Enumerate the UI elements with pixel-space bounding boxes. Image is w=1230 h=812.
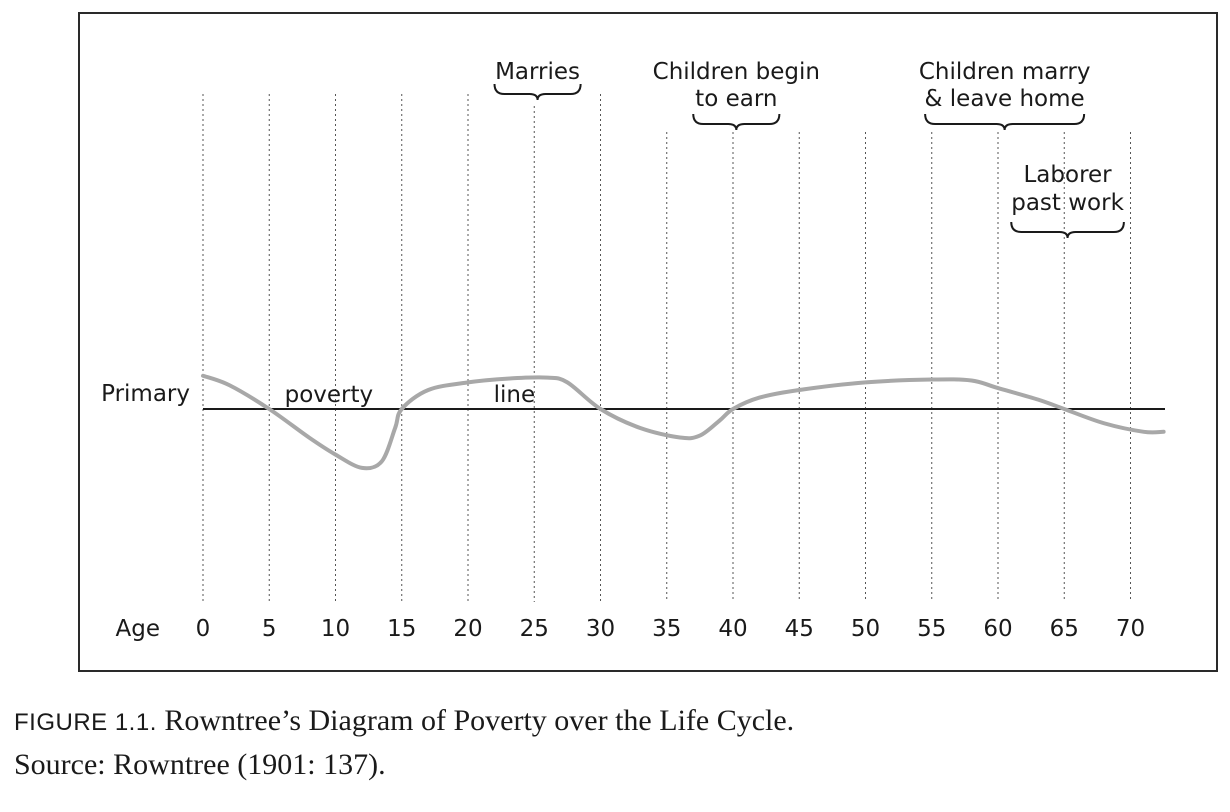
x-tick-label: 50 xyxy=(851,616,880,642)
x-tick-label: 0 xyxy=(196,616,211,642)
x-tick-label: 25 xyxy=(520,616,549,642)
figure-title: Rowntree’s Diagram of Poverty over the L… xyxy=(164,704,795,737)
figure-caption: FIGURE 1.1. Rowntree’s Diagram of Povert… xyxy=(14,700,1214,786)
annotation-text-1: to earn xyxy=(695,86,777,112)
life-cycle-income-curve xyxy=(201,373,1166,471)
x-tick-label: 5 xyxy=(262,616,277,642)
x-tick-label: 60 xyxy=(983,616,1012,642)
annotation-brace-2 xyxy=(924,113,1086,131)
figure-source: Source: Rowntree (1901: 137). xyxy=(14,748,386,781)
annotation-brace-1 xyxy=(692,113,781,131)
threshold-label-line: line xyxy=(494,382,536,408)
threshold-label-primary: Primary xyxy=(101,381,190,407)
annotation-brace-3 xyxy=(1010,221,1125,239)
chart-frame: 0 5 10 15 20 25 30 35 40 45 50 55 60 65 70 Age Primary po… xyxy=(78,12,1218,672)
x-tick-label: 30 xyxy=(586,616,615,642)
x-tick-label: 65 xyxy=(1050,616,1079,642)
annotation-text-1: Children begin xyxy=(653,59,820,85)
life-cycle-poverty-chart: 0 5 10 15 20 25 30 35 40 45 50 55 60 65 70 Age Primary po… xyxy=(101,59,1166,642)
x-tick-label: 45 xyxy=(785,616,814,642)
figure-label: FIGURE 1.1. xyxy=(14,709,157,736)
annotation-text-0: Marries xyxy=(495,59,580,85)
x-axis-label: Age xyxy=(116,616,160,642)
x-tick-label: 10 xyxy=(321,616,350,642)
annotation-brace-0 xyxy=(493,83,582,101)
x-tick-label: 35 xyxy=(652,616,681,642)
annotation-text-2: & leave home xyxy=(925,86,1085,112)
x-tick-label: 15 xyxy=(387,616,416,642)
x-tick-label: 20 xyxy=(453,616,482,642)
threshold-label-poverty: poverty xyxy=(285,382,374,408)
x-tick-label: 40 xyxy=(718,616,747,642)
x-tick-label: 55 xyxy=(917,616,946,642)
annotation-text-3: past work xyxy=(1011,190,1124,216)
annotation-text-3: Laborer xyxy=(1023,162,1112,188)
x-tick-label: 70 xyxy=(1116,616,1145,642)
annotation-text-2: Children marry xyxy=(919,59,1091,85)
caption-title-line: FIGURE 1.1. Rowntree’s Diagram of Povert… xyxy=(14,700,1214,744)
